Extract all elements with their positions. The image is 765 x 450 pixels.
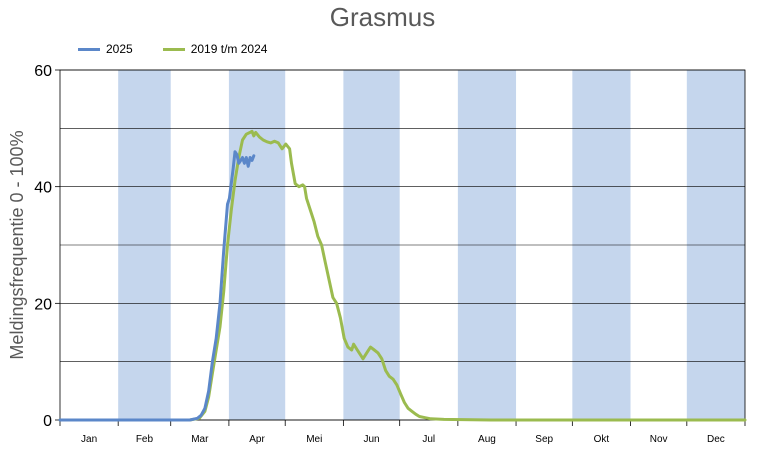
legend-label-2019-2024: 2019 t/m 2024: [190, 42, 268, 56]
legend-label-2025: 2025: [106, 42, 133, 56]
legend-item-2025: 2025: [78, 42, 133, 56]
x-tick-label-jan: Jan: [81, 434, 97, 445]
x-tick-label-feb: Feb: [136, 434, 154, 445]
x-tick-label-sep: Sep: [535, 434, 553, 445]
y-axis-label: Meldingsfrequentie 0 - 100%: [7, 130, 27, 359]
legend-swatch-2019-2024: [162, 47, 185, 51]
series-line-2025: [58, 150, 256, 422]
y-tick-label: 0: [43, 413, 52, 430]
x-tick-label-mei: Mei: [306, 434, 322, 445]
x-tick-label-jun: Jun: [363, 434, 379, 445]
y-tick-label: 40: [34, 180, 52, 197]
x-tick-label-jul: Jul: [422, 434, 435, 445]
x-tick-label-nov: Nov: [650, 434, 668, 445]
x-tick-label-mar: Mar: [191, 434, 209, 445]
x-tick-label-dec: Dec: [707, 434, 725, 445]
y-tick-label: 20: [34, 296, 52, 313]
x-tick-label-okt: Okt: [594, 434, 610, 445]
legend: 2025 2019 t/m 2024: [78, 42, 267, 56]
y-tick-label: 60: [34, 63, 52, 80]
legend-item-2019-2024: 2019 t/m 2024: [162, 42, 268, 56]
plot-frame: [59, 69, 746, 421]
x-tick-label-aug: Aug: [478, 434, 496, 445]
legend-swatch-2025: [78, 47, 100, 51]
series-line-2019-2024: [58, 129, 747, 422]
chart-title: Grasmus: [329, 2, 436, 32]
x-tick-label-apr: Apr: [249, 434, 265, 445]
